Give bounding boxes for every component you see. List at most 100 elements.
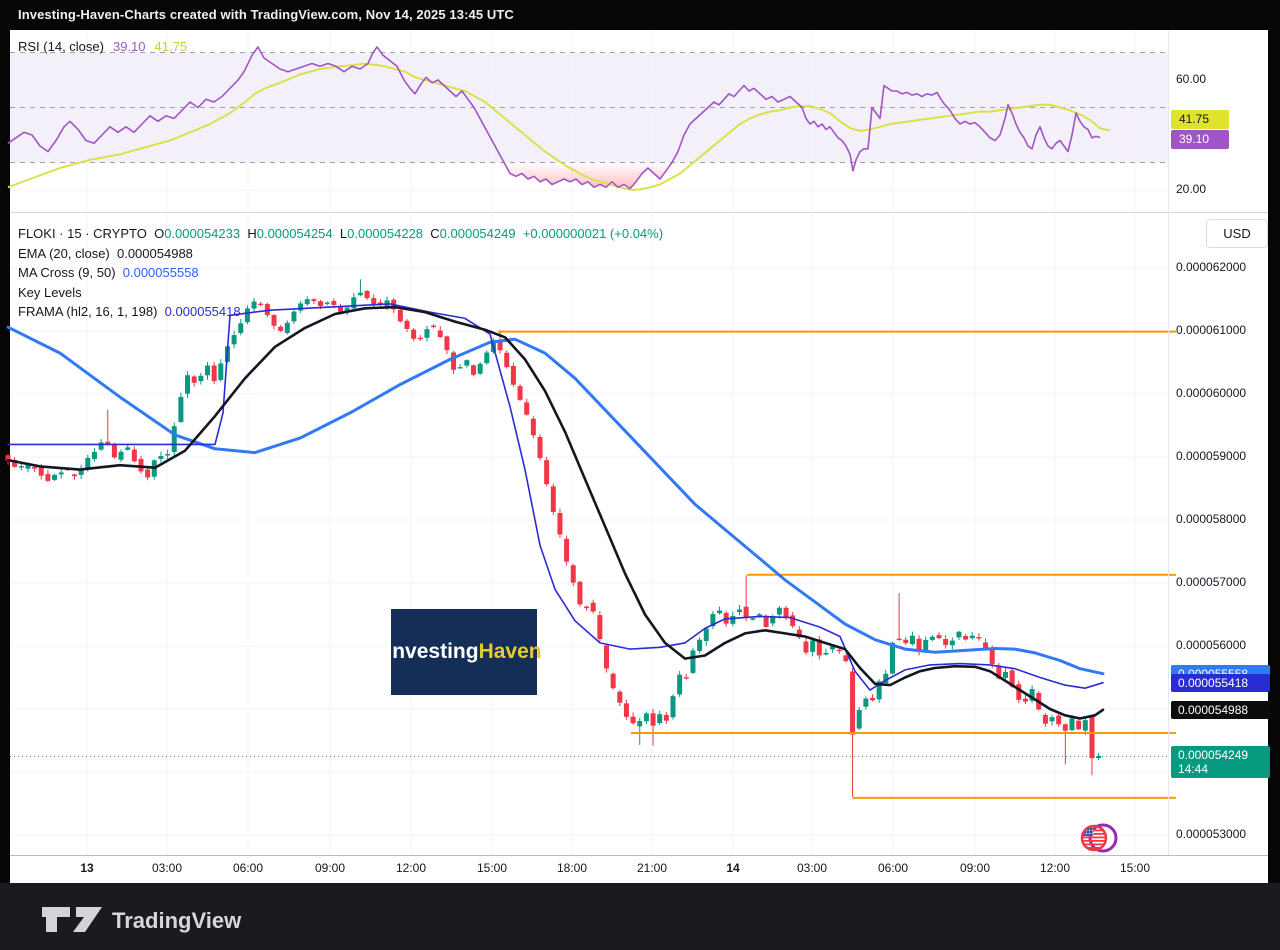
candle [976,637,982,639]
tradingview-brand-text: TradingView [112,908,242,933]
candle [983,642,989,649]
candle [484,352,490,364]
candle [304,299,310,305]
candle [783,607,789,618]
candle [643,713,649,722]
candle [504,352,510,368]
change-value: +0.000000021 (+0.04%) [515,226,664,241]
candle [32,466,38,469]
candle [843,655,849,662]
currency-button[interactable]: USD [1206,219,1268,248]
candle [963,636,969,640]
candle [78,468,84,475]
candle [697,639,703,652]
pane-divider[interactable] [10,212,1268,213]
candle [231,335,237,345]
candle [145,469,151,478]
candle [105,441,111,444]
candle [677,674,683,695]
candle [238,323,244,334]
candle [278,326,284,331]
legend-row-indicator: Key Levels [18,283,663,303]
candle [690,650,696,673]
tradingview-logo-glyph-7 [73,907,102,932]
candle [111,444,117,458]
candle [663,714,669,721]
candle [604,645,609,669]
candle [211,365,217,382]
candle [903,639,909,643]
rsi-line [7,46,1101,190]
candle [191,376,197,383]
right-edge-strip [1268,30,1280,883]
candle [836,649,842,652]
candle [384,300,390,307]
candle [158,456,164,459]
candle [404,320,410,330]
candle [823,652,829,655]
event-flag-marker[interactable] [1080,823,1118,853]
candle [471,365,476,375]
candle [185,375,191,394]
legend-row-indicator: FRAMA (hl2, 16, 1, 198) 0.000055418 [18,302,663,322]
candle [737,609,742,613]
candle [1056,715,1062,725]
rsi-pane[interactable] [10,30,1168,213]
candle [610,673,616,689]
candle [730,615,736,624]
candle [943,639,949,645]
candle [623,703,629,717]
candle [451,352,457,370]
candle [324,302,330,304]
candle [98,442,104,450]
candle [284,322,290,333]
ma-line-frama [7,303,1104,691]
candle [710,614,716,627]
candle [264,304,270,316]
candle [318,301,324,307]
indicator-name: FRAMA (hl2, 16, 1, 198) [18,304,158,319]
candle [916,638,922,652]
candle [311,299,317,302]
candle [770,616,776,624]
candle [1016,684,1022,700]
candle [45,474,51,481]
candle [670,696,676,718]
candle [52,474,58,480]
candle [876,681,882,700]
candle [683,677,689,679]
candle [377,302,383,304]
candle [251,301,257,309]
candle [464,360,470,366]
candle [517,386,523,400]
price-axis[interactable] [1168,30,1268,855]
candle [1076,720,1082,730]
left-edge-strip [0,30,10,883]
candle [929,636,935,640]
title-bar-text: Investing-Haven-Charts created with Trad… [18,7,514,22]
candle [909,635,915,645]
tradingview-logo-glyph-1 [42,907,70,932]
time-axis[interactable] [10,855,1268,883]
candle [138,458,144,472]
ohlc-key: L [332,226,348,241]
candle [936,635,942,639]
candle [18,466,24,468]
candle [497,341,503,351]
candle [12,459,18,467]
candle [557,513,563,535]
rsi-legend-title: RSI (14, close) [18,39,104,54]
indicator-name: MA Cross (9, 50) [18,265,116,280]
indicator-name: EMA (20, close) [18,245,110,261]
candle [750,618,756,620]
ohlc-key: H [240,226,257,241]
ohlc-value: 0.000054228 [347,226,424,241]
candle [1022,698,1028,702]
indicator-value: 0.000055558 [115,265,199,280]
candle [298,303,304,311]
candle [1042,714,1048,724]
candle [72,474,77,477]
candle [883,673,889,684]
candle [1029,689,1035,701]
candle [118,451,124,460]
